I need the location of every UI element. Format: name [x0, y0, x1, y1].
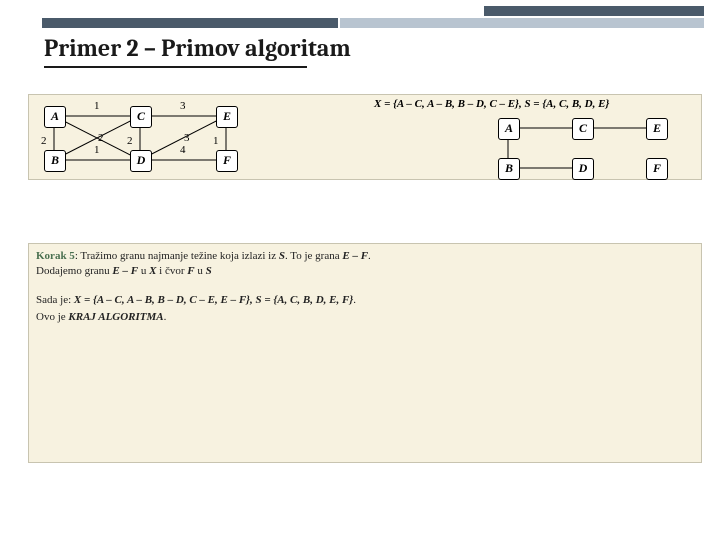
graph-node-a: A — [44, 106, 66, 128]
graph-node-d: D — [572, 158, 594, 180]
edge-weight: 3 — [180, 100, 186, 112]
set-definition-text: X = {A – C, A – B, B – D, C – E}, S = {A… — [374, 98, 609, 110]
korak-label: Korak 5 — [36, 250, 75, 262]
edge-weight: 4 — [180, 144, 186, 156]
graph-node-c: C — [130, 106, 152, 128]
header-bar-dark-2 — [484, 6, 704, 16]
edge-weight: 3 — [184, 132, 190, 144]
page-title: Primer 2 – Primov algoritam — [44, 34, 351, 62]
graph-node-b: B — [498, 158, 520, 180]
edge-weight: 1 — [94, 144, 100, 156]
graph-node-e: E — [646, 118, 668, 140]
header-bar-light — [340, 18, 704, 28]
step5-line1: Korak 5: Tražimo granu najmanje težine k… — [36, 250, 371, 262]
edge-weight: 2 — [41, 135, 47, 147]
graph-node-d: D — [130, 150, 152, 172]
step5-line3: Sada je: X = {A – C, A – B, B – D, C – E… — [36, 294, 356, 306]
edge-weight: 2 — [127, 135, 133, 147]
header-bar-dark-1 — [42, 18, 338, 28]
step5-line4: Ovo je KRAJ ALGORITMA. — [36, 311, 166, 323]
graph-node-c: C — [572, 118, 594, 140]
title-underline — [44, 66, 307, 68]
graph-node-f: F — [216, 150, 238, 172]
graph-node-a: A — [498, 118, 520, 140]
edge-weight: 2 — [98, 132, 104, 144]
graph-node-e: E — [216, 106, 238, 128]
edge-weight: 1 — [94, 100, 100, 112]
graph-node-f: F — [646, 158, 668, 180]
graph-node-b: B — [44, 150, 66, 172]
edge-weight: 1 — [213, 135, 219, 147]
step5-line2: Dodajemo granu E – F u X i čvor F u S — [36, 265, 212, 277]
